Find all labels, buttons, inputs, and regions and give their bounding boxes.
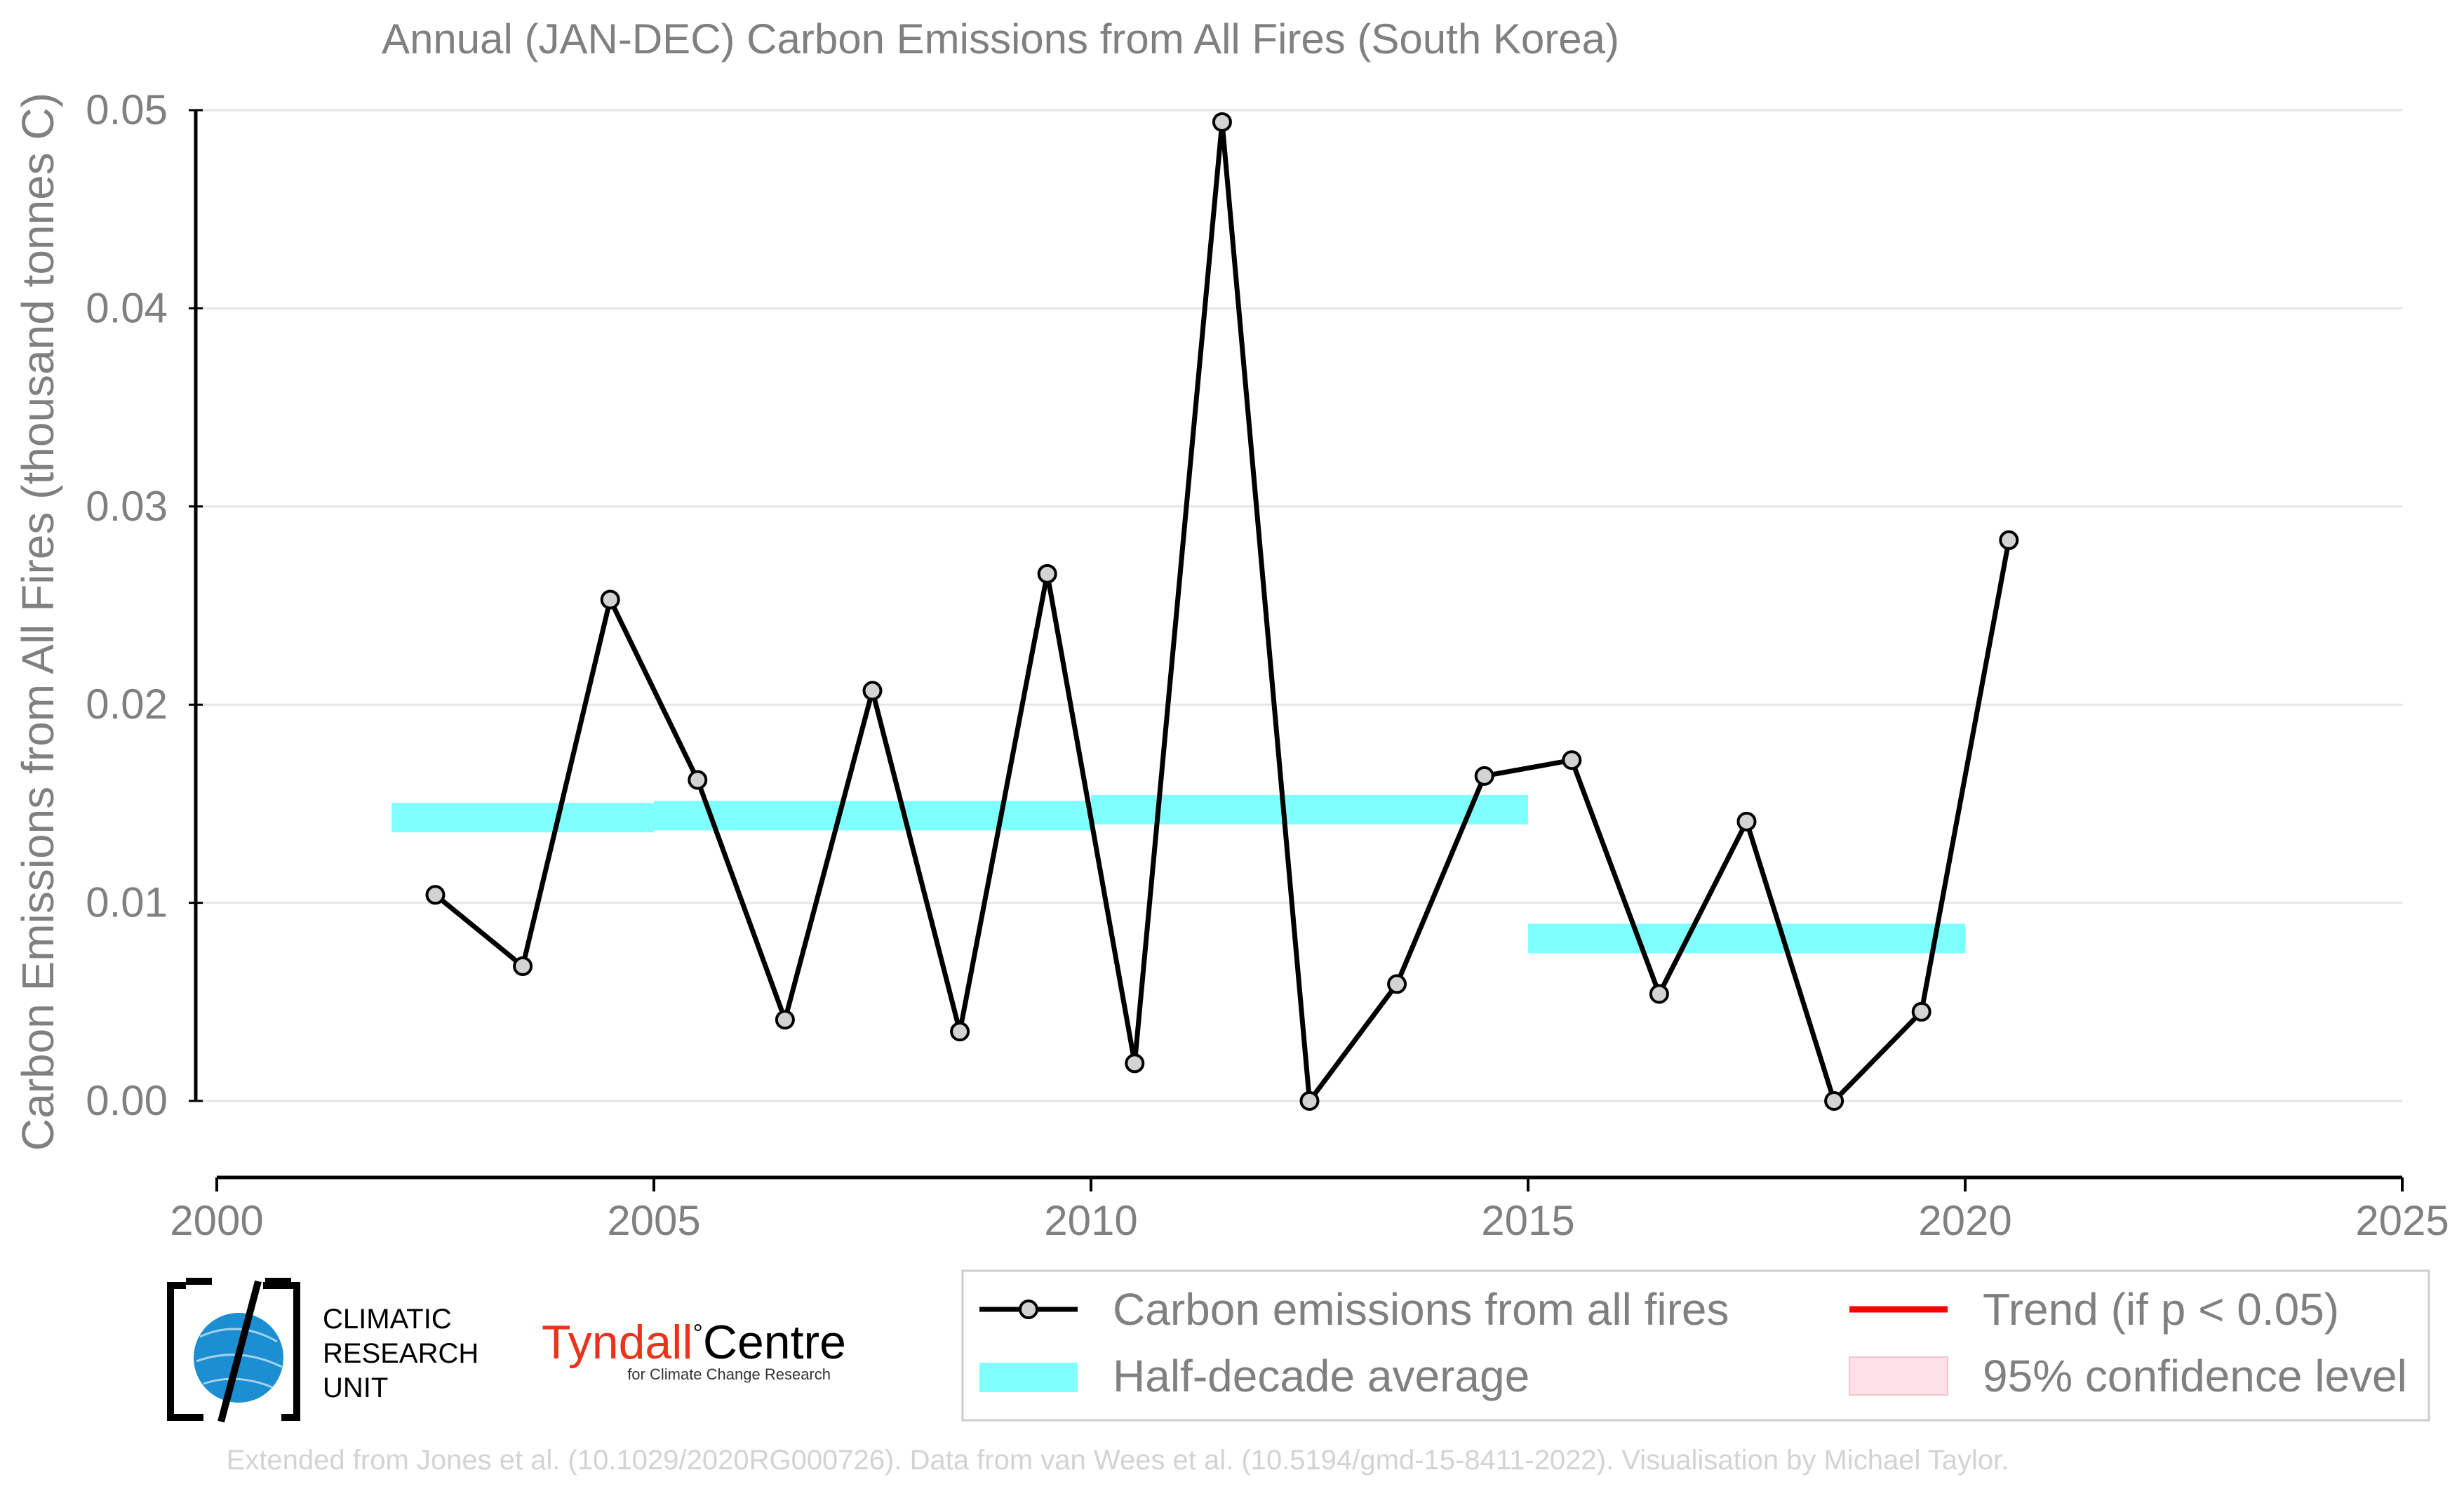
emissions-point-18 xyxy=(1999,530,2019,550)
emissions-point-4 xyxy=(775,1010,795,1030)
legend-swatch-confidence xyxy=(1849,1356,1948,1396)
x-tick-label-1: 2005 xyxy=(607,1197,700,1244)
y-axis-label: Carbon Emissions from All Fires (thousan… xyxy=(13,93,63,1151)
emissions-point-13 xyxy=(1562,750,1582,770)
tyndall-centre: Centre xyxy=(703,1316,846,1369)
x-tick-labels: 2000 2005 2010 2015 2020 2025 xyxy=(170,1197,2449,1244)
y-tick-labels: 0.00 0.01 0.02 0.03 0.04 0.05 xyxy=(86,86,168,1124)
legend-label-trend: Trend (if p < 0.05) xyxy=(1983,1284,2339,1335)
emissions-point-12 xyxy=(1474,766,1494,786)
emissions-point-17 xyxy=(1911,1001,1931,1022)
x-tick-label-5: 2025 xyxy=(2355,1197,2449,1244)
half-decade-bar-2 xyxy=(1091,794,1528,824)
half-decade-bar-1 xyxy=(654,801,1091,831)
emissions-point-7 xyxy=(1037,563,1057,584)
x-tick-label-2: 2010 xyxy=(1044,1197,1137,1244)
emissions-point-10 xyxy=(1299,1091,1320,1111)
cru-text-line-2: RESEARCH xyxy=(323,1338,478,1369)
half-decade-average-series xyxy=(391,794,1965,954)
legend-label-confidence: 95% confidence level xyxy=(1983,1351,2407,1401)
cru-text-line-1: CLIMATIC xyxy=(323,1304,452,1335)
legend-marker-emissions xyxy=(1019,1300,1038,1319)
y-tick-label-3: 0.03 xyxy=(86,483,168,530)
half-decade-bar-0 xyxy=(391,803,654,833)
tyndall-name: Tyndall xyxy=(542,1316,692,1369)
y-tick-label-1: 0.01 xyxy=(86,879,168,926)
cru-text-line-3: UNIT xyxy=(323,1373,388,1403)
tyndall-subtitle: for Climate Change Research xyxy=(627,1365,831,1383)
svg-text:Tyndall°Centre: Tyndall°Centre xyxy=(542,1316,846,1369)
emissions-point-3 xyxy=(688,770,708,790)
emissions-point-9 xyxy=(1212,112,1232,132)
carbon-emissions-series xyxy=(425,112,2019,1111)
x-tick-label-4: 2020 xyxy=(1918,1197,2011,1244)
tyndall-degree: ° xyxy=(692,1318,702,1347)
axes xyxy=(189,109,2404,1191)
emissions-point-0 xyxy=(425,885,446,905)
emissions-point-6 xyxy=(950,1022,970,1042)
emissions-point-2 xyxy=(600,589,620,610)
footer-credits: Extended from Jones et al. (10.1029/2020… xyxy=(227,1445,2009,1476)
emissions-point-5 xyxy=(862,681,883,701)
legend-label-average: Half-decade average xyxy=(1113,1351,1529,1401)
chart-title: Annual (JAN-DEC) Carbon Emissions from A… xyxy=(382,15,1619,62)
y-tick-label-5: 0.05 xyxy=(86,86,168,133)
x-tick-label-0: 2000 xyxy=(170,1197,263,1244)
y-tick-label-0: 0.00 xyxy=(86,1077,168,1124)
x-tick-label-3: 2015 xyxy=(1481,1197,1574,1244)
emissions-point-15 xyxy=(1736,811,1757,832)
grid-lines xyxy=(189,109,2402,1102)
emissions-point-1 xyxy=(513,956,533,976)
legend-box xyxy=(961,1269,2430,1422)
legend-swatch-average xyxy=(979,1363,1078,1392)
legend: Carbon emissions from all fires Trend (i… xyxy=(961,1269,2430,1422)
emissions-point-8 xyxy=(1125,1053,1145,1074)
emissions-point-16 xyxy=(1824,1091,1844,1111)
emissions-point-11 xyxy=(1387,974,1407,994)
half-decade-bar-3 xyxy=(1528,923,1965,954)
cru-logo: CLIMATIC RESEARCH UNIT xyxy=(167,1278,478,1423)
y-tick-label-4: 0.04 xyxy=(86,284,168,331)
legend-label-emissions: Carbon emissions from all fires xyxy=(1113,1284,1729,1335)
emissions-line xyxy=(434,119,2011,1104)
emissions-point-14 xyxy=(1649,984,1669,1004)
y-tick-label-2: 0.02 xyxy=(86,681,168,728)
tyndall-logo: Tyndall°Centre for Climate Change Resear… xyxy=(542,1316,846,1383)
